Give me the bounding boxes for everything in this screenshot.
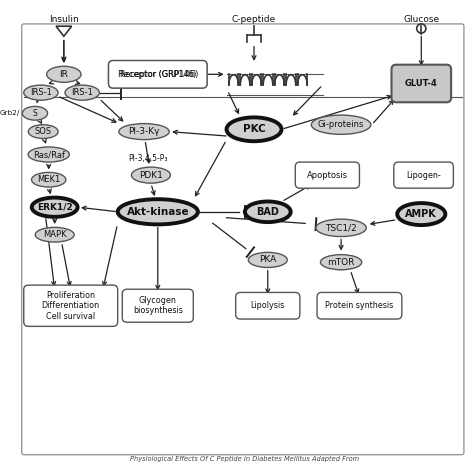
Ellipse shape [227,118,282,141]
Text: Insulin: Insulin [49,15,79,24]
Text: Protein synthesis: Protein synthesis [325,301,393,310]
FancyBboxPatch shape [122,289,193,322]
FancyBboxPatch shape [24,285,118,327]
Ellipse shape [311,115,371,134]
Text: Gi-proteins: Gi-proteins [318,120,365,129]
Ellipse shape [28,147,69,162]
Text: Receptor (GRP146): Receptor (GRP146) [118,70,198,79]
Text: Lipogen-: Lipogen- [406,171,441,180]
Text: ERK1/2: ERK1/2 [37,203,73,212]
Text: PKA: PKA [259,255,276,264]
Text: mTOR: mTOR [328,258,355,267]
FancyBboxPatch shape [22,24,464,455]
Text: PKC: PKC [243,124,265,134]
Text: PI-3,4,5-P₃: PI-3,4,5-P₃ [128,154,167,163]
Text: Proliferation
Differentiation
Cell survival: Proliferation Differentiation Cell survi… [42,291,100,320]
Text: Lipolysis: Lipolysis [251,301,285,310]
FancyBboxPatch shape [295,162,359,188]
FancyBboxPatch shape [394,162,453,188]
FancyBboxPatch shape [236,292,300,319]
Text: S: S [33,109,37,118]
Text: IRS-1: IRS-1 [71,88,93,97]
Ellipse shape [248,252,287,267]
Text: Glycogen
biosynthesis: Glycogen biosynthesis [133,296,182,315]
Text: Akt-kinase: Akt-kinase [127,207,189,217]
Ellipse shape [35,228,74,242]
Text: PI-3-Kγ: PI-3-Kγ [128,127,160,136]
Ellipse shape [46,66,81,82]
Ellipse shape [28,125,58,138]
Ellipse shape [22,106,47,120]
Text: Glucose: Glucose [403,15,439,24]
Ellipse shape [65,85,100,100]
Text: GLUT-4: GLUT-4 [405,79,438,88]
Text: Grb2/: Grb2/ [0,110,20,116]
Text: SOS: SOS [35,127,52,136]
Ellipse shape [316,219,366,237]
FancyBboxPatch shape [392,64,451,102]
FancyBboxPatch shape [317,292,402,319]
Text: TSC1/2: TSC1/2 [325,223,357,232]
Ellipse shape [32,198,78,217]
Text: IR: IR [59,70,68,79]
FancyBboxPatch shape [109,61,207,88]
Text: IRS-1: IRS-1 [30,88,52,97]
Text: BAD: BAD [256,207,279,217]
Text: Apoptosis: Apoptosis [307,171,348,180]
Ellipse shape [320,255,362,270]
Text: Receptor (GRP146): Receptor (GRP146) [119,70,196,79]
Ellipse shape [118,199,198,224]
Text: AMPK: AMPK [405,209,437,219]
Ellipse shape [24,85,58,100]
Text: C-peptide: C-peptide [232,15,276,24]
Text: Ras/Raf: Ras/Raf [33,150,65,159]
Ellipse shape [131,167,170,183]
Text: Physiological Effects Of C Peptide In Diabetes Mellitus Adapted From: Physiological Effects Of C Peptide In Di… [130,456,359,462]
Text: MAPK: MAPK [43,230,66,239]
Text: PDK1: PDK1 [139,171,163,180]
Ellipse shape [397,203,446,225]
Text: MEK1: MEK1 [37,175,60,184]
Ellipse shape [245,201,291,222]
Ellipse shape [119,124,169,140]
Ellipse shape [32,173,66,187]
FancyBboxPatch shape [109,61,207,88]
